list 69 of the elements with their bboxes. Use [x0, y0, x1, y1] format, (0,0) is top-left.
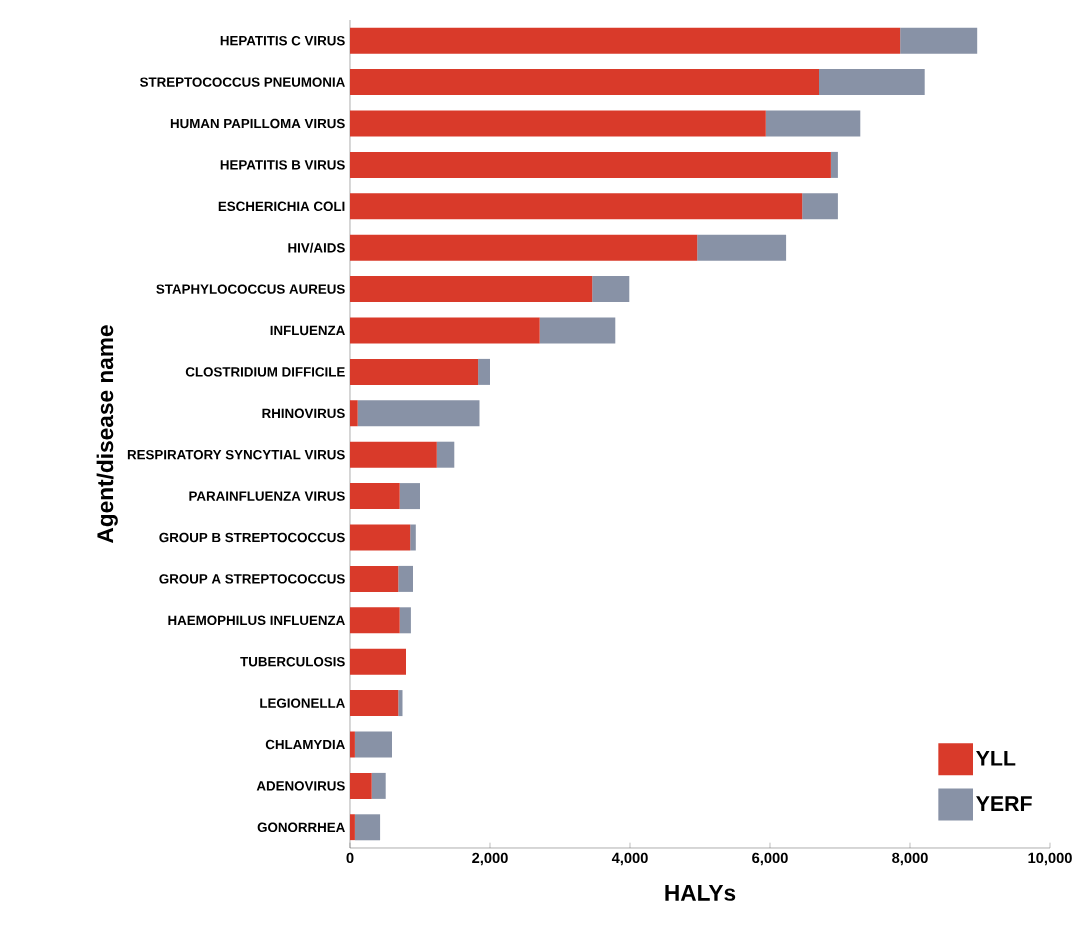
- bar: [830, 151, 838, 178]
- x-tick-label: 0: [346, 852, 354, 864]
- bar: [350, 27, 901, 54]
- bar: [350, 565, 399, 592]
- bar: [350, 234, 698, 261]
- y-axis-title: Agent/disease name: [96, 325, 118, 544]
- bar: [357, 400, 480, 427]
- bar: [592, 276, 630, 303]
- x-tick-label: 4,000: [611, 852, 648, 866]
- y-tick-label: PARAINFLUENZA VIRUS: [189, 491, 345, 501]
- y-tick-label: CLOSTRIDIUM DIFFICILE: [185, 367, 345, 377]
- y-tick-label: GROUP A STREPTOCOCCUS: [159, 574, 345, 584]
- bar: [371, 772, 386, 799]
- bar: [350, 400, 358, 427]
- y-tick-label: HIV/AIDS: [288, 242, 345, 253]
- bar: [350, 69, 819, 96]
- legend-label: YLL: [976, 750, 1016, 766]
- y-tick-label: LEGIONELLA: [260, 698, 345, 708]
- x-tick-label: 6,000: [752, 852, 788, 866]
- y-tick-label: CHLAMYDIA: [265, 739, 345, 750]
- x-tick-label: 10,000: [1028, 852, 1072, 866]
- bar: [354, 814, 381, 841]
- bar: [350, 441, 437, 468]
- bar: [350, 317, 540, 344]
- legend-label: YERF: [976, 796, 1032, 811]
- bar: [350, 772, 372, 799]
- y-tick-label: RESPIRATORY SYNCYTIAL VIRUS: [127, 449, 345, 460]
- bar: [350, 690, 399, 717]
- y-tick-label: TUBERCULOSIS: [240, 656, 345, 667]
- y-tick-label: ADENOVIRUS: [256, 781, 345, 791]
- bar: [410, 524, 416, 551]
- y-tick-label: INFLUENZA: [270, 325, 345, 336]
- bar: [354, 731, 392, 758]
- bar: [399, 607, 411, 634]
- bar: [350, 648, 406, 675]
- bar: [350, 358, 479, 385]
- y-tick-label: HAEMOPHILUS INFLUENZA: [168, 615, 345, 626]
- bar: [350, 193, 803, 220]
- bar: [350, 483, 400, 510]
- y-tick-label: HEPATITIS B VIRUS: [220, 160, 345, 170]
- bar: [398, 690, 403, 717]
- y-tick-label: STAPHYLOCOCCUS AUREUS: [156, 284, 345, 294]
- bar: [350, 607, 400, 634]
- bar: [350, 151, 831, 178]
- bar: [350, 524, 411, 551]
- bar: [819, 69, 925, 96]
- bar: [350, 731, 355, 758]
- bar: [765, 110, 861, 137]
- bar: [399, 483, 420, 510]
- bar: [398, 565, 413, 592]
- x-tick-label: 2,000: [472, 852, 508, 866]
- y-tick-label: GROUP B STREPTOCOCCUS: [159, 532, 345, 543]
- bar: [539, 317, 616, 344]
- y-tick-label: ESCHERICHIA COLI: [218, 201, 345, 212]
- y-tick-label: RHINOVIRUS: [262, 408, 345, 419]
- bar: [350, 110, 766, 137]
- bar: [478, 358, 490, 385]
- y-tick-label: HEPATITIS C VIRUS: [220, 35, 345, 46]
- bar: [697, 234, 787, 261]
- x-tick-label: 8,000: [892, 852, 928, 866]
- x-axis-title: HALYs: [665, 885, 736, 901]
- y-tick-label: HUMAN PAPILLOMA VIRUS: [170, 118, 345, 129]
- bar: [436, 441, 455, 468]
- bar: [350, 814, 355, 841]
- bar: [802, 193, 838, 220]
- bar: [350, 276, 593, 303]
- bar: [900, 27, 978, 54]
- y-tick-label: STREPTOCOCCUS PNEUMONIA: [139, 77, 345, 87]
- y-tick-label: GONORRHEA: [257, 822, 345, 833]
